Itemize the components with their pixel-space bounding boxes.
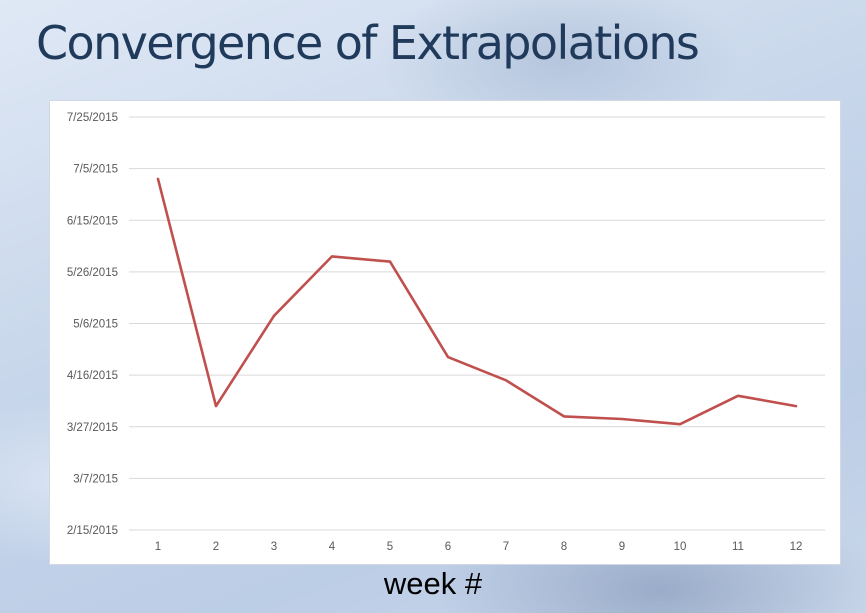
slide-title: Convergence of Extrapolations [36,16,700,70]
x-tick-label: 3 [271,541,277,553]
x-tick-label: 7 [503,541,509,553]
y-tick-label: 3/27/2015 [67,422,118,434]
x-tick-label: 12 [790,541,803,553]
x-tick-label: 1 [155,541,161,553]
y-tick-label: 5/26/2015 [67,267,118,279]
y-tick-label: 7/5/2015 [73,164,118,176]
x-tick-label: 8 [561,541,567,553]
x-tick-label: 5 [387,541,393,553]
y-tick-label: 3/7/2015 [73,473,118,485]
y-tick-label: 6/15/2015 [67,215,118,227]
x-tick-label: 6 [445,541,451,553]
chart-svg: 7/25/2015 7/5/2015 6/15/2015 5/26/2015 5/6/2… [67,112,825,553]
y-tick-label: 5/6/2015 [73,319,118,331]
x-tick-label: 11 [732,541,744,553]
line-chart: 7/25/2015 7/5/2015 6/15/2015 5/26/2015 5/6/2… [49,100,841,565]
y-tick-label: 7/25/2015 [67,112,118,124]
x-tick-label: 4 [329,541,336,553]
series-line [156,177,798,426]
y-tick-label: 2/15/2015 [67,525,118,537]
x-tick-label: 2 [213,541,219,553]
x-tick-label: 9 [619,541,625,553]
x-axis-label: week # [383,566,483,601]
x-tick-label: 10 [674,541,687,553]
y-tick-label: 4/16/2015 [67,370,118,382]
